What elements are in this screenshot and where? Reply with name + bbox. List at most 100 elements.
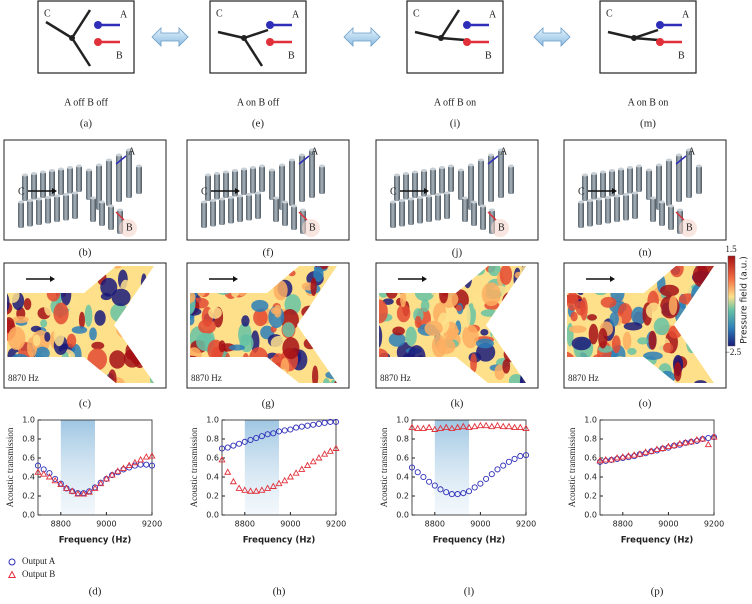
cylinder-top	[205, 173, 211, 177]
field-blob	[575, 300, 586, 316]
field-blob	[7, 326, 26, 350]
data-point	[269, 482, 277, 489]
y-tick-label: 0.0	[22, 511, 35, 520]
data-point	[224, 444, 231, 451]
field-blob	[379, 299, 388, 324]
data-point	[235, 484, 243, 491]
field-blob	[251, 299, 269, 312]
panel-label: (o)	[639, 398, 652, 410]
field-blob	[462, 324, 479, 349]
data-point	[148, 452, 156, 459]
field-blob	[329, 379, 337, 383]
data-point	[137, 461, 144, 468]
cylinder	[27, 200, 33, 227]
data-point	[45, 473, 53, 480]
cylinder-top	[435, 193, 441, 196]
cylinder	[205, 175, 211, 201]
data-point	[34, 468, 42, 475]
port-a-dot	[94, 21, 102, 29]
highlight-band	[244, 420, 279, 515]
cylinder	[76, 166, 82, 192]
field-blob	[89, 327, 97, 341]
cylinder	[478, 160, 484, 190]
state-label: A on B off	[237, 97, 280, 108]
cylinder-top	[106, 158, 112, 162]
panel-label: (c)	[79, 398, 92, 410]
cylinder	[223, 172, 229, 198]
arrow-b	[487, 211, 497, 221]
cylinder	[435, 194, 441, 221]
field-blob	[627, 347, 637, 355]
field-blob	[84, 304, 93, 327]
field-blob	[455, 304, 462, 312]
port-b-dot	[656, 38, 664, 46]
data-point	[454, 423, 462, 431]
port-label: A	[311, 146, 319, 157]
field-blob	[44, 331, 51, 342]
cylinder	[659, 202, 665, 226]
data-point	[131, 458, 139, 466]
y-tick-label: 1.0	[396, 416, 409, 425]
cylinder	[582, 175, 588, 201]
cylinder-top	[578, 200, 584, 204]
field-blob	[502, 359, 511, 374]
data-point	[488, 422, 496, 430]
data-point	[448, 491, 455, 498]
panel-label: (m)	[640, 118, 656, 130]
data-point	[74, 490, 82, 497]
field-blob	[623, 322, 643, 331]
cylinder-top	[623, 193, 629, 196]
field-blob	[282, 322, 295, 338]
arrow-c-head	[52, 188, 57, 194]
double-arrow	[343, 27, 381, 47]
cylinder-top	[22, 173, 28, 177]
field-blob	[311, 365, 319, 383]
cylinder-top	[656, 163, 662, 167]
cylinder	[45, 197, 51, 224]
field-blob	[587, 314, 598, 321]
data-point	[431, 482, 438, 489]
data-point	[647, 447, 655, 454]
field-blob	[571, 336, 592, 351]
field-blob	[388, 332, 406, 347]
state-label: A off B off	[64, 97, 108, 108]
channel	[243, 28, 269, 40]
cylinder-top	[632, 191, 638, 195]
cylinder-top	[18, 200, 24, 204]
field-blob	[499, 266, 513, 285]
field-blob	[44, 296, 54, 316]
data-point	[488, 471, 495, 478]
data-point	[500, 462, 507, 469]
data-point	[471, 484, 478, 491]
cylinder	[86, 170, 92, 200]
y-tick-label: 0.6	[584, 454, 597, 463]
data-point	[281, 427, 288, 434]
cylinder	[289, 160, 295, 190]
cylinder-top	[273, 196, 279, 200]
y-axis-label: Acoustic transmission	[567, 427, 577, 507]
x-tick-label: 9200	[326, 520, 346, 529]
cylinder	[627, 167, 633, 194]
cylinder-top	[108, 204, 114, 208]
cylinder	[255, 193, 261, 219]
cylinder-top	[600, 170, 606, 174]
data-point	[229, 477, 237, 485]
cylinder-top	[136, 164, 142, 168]
cylinder-top	[468, 163, 474, 167]
arrow-b	[115, 211, 125, 221]
data-point	[40, 470, 48, 477]
cylinder	[458, 170, 464, 200]
cylinder	[591, 173, 597, 200]
field-blob	[108, 369, 117, 383]
cylinder	[126, 150, 132, 180]
cylinder-top	[210, 199, 216, 202]
data-point	[460, 490, 467, 497]
arrow-c-head	[424, 188, 429, 194]
data-point	[476, 421, 484, 429]
data-point	[275, 428, 283, 435]
frequency-label: 8870 Hz	[191, 373, 222, 383]
panel-label: (e)	[252, 118, 265, 130]
data-point	[699, 435, 707, 442]
panel-label: (g)	[262, 398, 275, 410]
cylinder	[480, 206, 486, 230]
